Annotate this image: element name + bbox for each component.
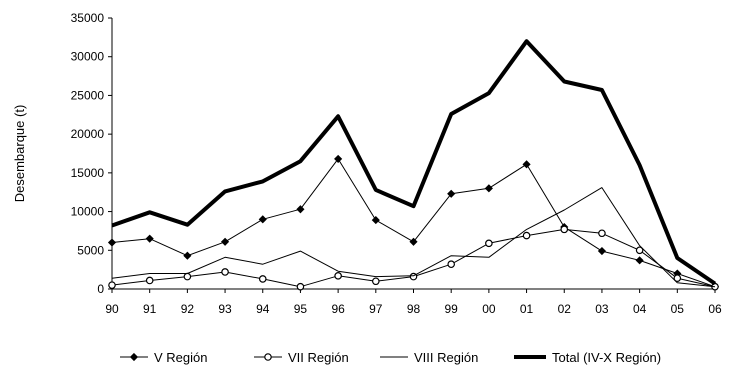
v-region-point: [597, 246, 607, 256]
legend-label: VII Región: [288, 350, 349, 365]
y-tick-label: 0: [97, 282, 104, 296]
viii-region-line: [111, 187, 716, 288]
x-tick-label: 04: [633, 302, 647, 316]
v-region-series: [107, 154, 720, 291]
v-region-point: [258, 215, 267, 224]
v-region-point: [296, 205, 305, 214]
y-tick-labels: 0 5000 10000 15000 20000 25000 30000 35000: [71, 11, 105, 296]
vii-region-point: [635, 246, 644, 255]
x-tick-label: 95: [294, 302, 308, 316]
v-region-point: [409, 237, 418, 246]
vii-region-series: [108, 225, 719, 291]
v-region-point: [107, 238, 117, 247]
x-tick-label: 06: [708, 302, 722, 316]
y-tick-label: 5000: [77, 243, 104, 257]
x-tick-label: 03: [595, 302, 609, 316]
vii-region-point: [372, 277, 380, 286]
v-region-point: [484, 184, 493, 193]
x-tick-label: 01: [520, 302, 534, 316]
total-iv-x-region-line: [111, 39, 717, 286]
vii-region-point: [447, 260, 455, 269]
vii-region-point: [560, 225, 569, 234]
vii-region-point: [334, 272, 342, 280]
v-region-point: [145, 234, 154, 243]
vii-region-point: [258, 275, 267, 283]
legend-item-viii-region: VIII Región: [380, 350, 478, 365]
x-tick-label: 92: [181, 302, 195, 316]
chart-series: [107, 39, 720, 291]
vii-region-point: [522, 231, 531, 240]
legend-item-vii-region: VII Región: [254, 350, 349, 365]
y-axis-label: Desembarque (t): [12, 105, 27, 203]
x-tick-label: 02: [558, 302, 572, 316]
vii-region-point: [296, 282, 305, 291]
v-region-point: [183, 251, 192, 260]
x-tick-label: 90: [105, 302, 119, 316]
chart-legend: V Región VII Región VIII Región Total (IV-X…: [120, 350, 661, 365]
legend-item-total-iv-x-region: Total (IV-X Región): [514, 350, 661, 365]
total-iv-x-region-series: [111, 39, 717, 286]
legend-label: V Región: [154, 350, 207, 365]
x-tick-labels: 90 91 92 93 94 95 96 97 98 99 00 01 02 03 04 05 06: [105, 302, 722, 316]
vii-region-point: [673, 274, 682, 282]
x-tick-label: 98: [407, 302, 421, 316]
vii-region-point: [108, 281, 116, 289]
y-tick-label: 25000: [71, 88, 105, 102]
x-tick-label: 99: [445, 302, 459, 316]
vii-region-point: [145, 276, 154, 285]
x-tick-label: 05: [671, 302, 685, 316]
x-tick-label: 97: [369, 302, 383, 316]
legend-label: Total (IV-X Región): [552, 350, 661, 365]
x-tick-label: 94: [256, 302, 270, 316]
y-tick-label: 10000: [71, 205, 105, 219]
v-region-point: [334, 154, 343, 163]
y-tick-label: 30000: [71, 50, 105, 64]
x-tick-label: 91: [143, 302, 157, 316]
viii-region-series: [111, 187, 716, 288]
legend-vii-region-point: [264, 353, 272, 361]
v-region-point: [635, 256, 644, 265]
vii-region-point: [183, 272, 192, 281]
vii-region-point: [485, 239, 493, 248]
vii-region-point: [221, 268, 229, 276]
x-tick-label: 96: [331, 302, 345, 316]
y-tick-label: 15000: [71, 166, 105, 180]
vii-region-point: [598, 229, 606, 238]
legend-label: VIII Región: [414, 350, 478, 365]
v-region-point: [447, 189, 456, 198]
y-tick-label: 35000: [71, 11, 105, 25]
y-tick-label: 20000: [71, 127, 105, 141]
legend-item-v-region: V Región: [120, 350, 207, 365]
v-region-point: [371, 216, 380, 225]
legend-v-region-point: [129, 352, 139, 362]
v-region-point: [220, 237, 230, 246]
x-tick-label: 00: [482, 302, 496, 316]
v-region-point: [522, 160, 531, 169]
x-tick-label: 93: [218, 302, 232, 316]
